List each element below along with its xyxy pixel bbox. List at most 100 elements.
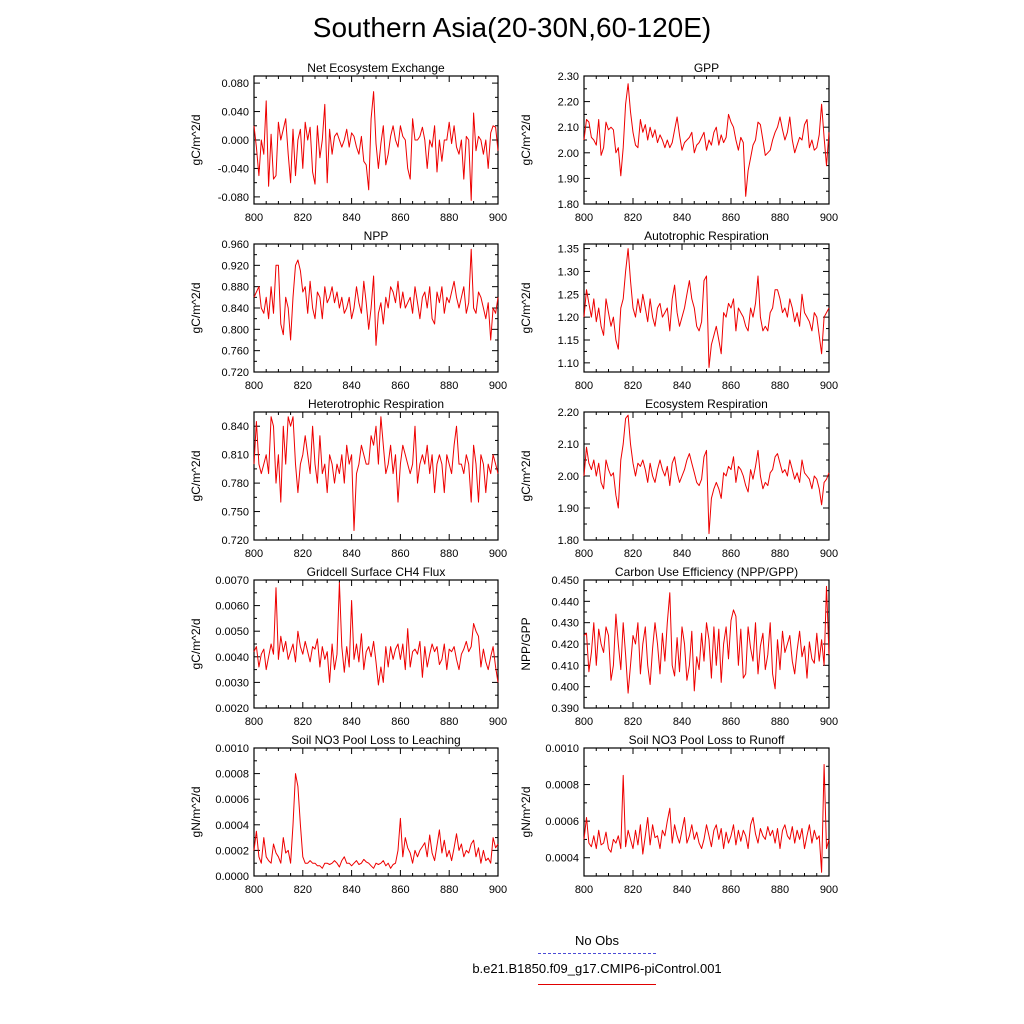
y-tick-label: 0.920 <box>221 260 249 272</box>
x-tick-label: 860 <box>722 716 740 728</box>
x-tick-label: 820 <box>294 716 312 728</box>
y-tick-label: 0.0008 <box>215 769 249 781</box>
x-tick-label: 820 <box>294 380 312 392</box>
y-axis-label: NPP/GPP <box>519 617 533 670</box>
y-tick-label: 0.080 <box>221 78 249 90</box>
y-tick-label: 0.800 <box>221 324 249 336</box>
chart-title: Net Ecosystem Exchange <box>307 61 445 75</box>
series-line <box>583 764 830 873</box>
y-tick-label: 0.960 <box>221 239 249 251</box>
y-tick-label: 1.35 <box>558 244 579 256</box>
y-tick-label: 1.80 <box>558 199 579 211</box>
y-tick-label: 0.0030 <box>215 677 249 689</box>
y-axis-label: gC/m^2/d <box>189 115 203 166</box>
y-tick-label: 0.0050 <box>215 626 249 638</box>
x-tick-label: 880 <box>771 716 789 728</box>
x-tick-label: 880 <box>440 548 458 560</box>
x-tick-label: 820 <box>624 884 642 896</box>
chart-title: Soil NO3 Pool Loss to Runoff <box>629 733 786 747</box>
series-line <box>253 416 499 531</box>
y-tick-label: 2.30 <box>558 71 579 83</box>
series-line <box>583 585 830 694</box>
x-tick-label: 820 <box>624 548 642 560</box>
y-tick-label: 0.0006 <box>545 816 579 828</box>
chart-panel-1: Net Ecosystem Exchange gC/m^2/d 800 820 840 8… <box>189 61 507 224</box>
x-tick-label: 900 <box>489 548 507 560</box>
y-axis-label: gC/m^2/d <box>189 619 203 670</box>
x-tick-label: 840 <box>673 380 691 392</box>
x-tick-label: 800 <box>245 380 263 392</box>
y-axis-label: gC/m^2/d <box>189 283 203 334</box>
x-tick-label: 900 <box>820 716 838 728</box>
x-tick-label: 800 <box>245 884 263 896</box>
y-tick-label: 0.880 <box>221 282 249 294</box>
x-tick-label: 800 <box>575 212 593 224</box>
x-tick-label: 860 <box>722 548 740 560</box>
x-tick-label: 900 <box>820 884 838 896</box>
x-tick-label: 860 <box>391 380 409 392</box>
y-axis-label: gC/m^2/d <box>519 283 533 334</box>
y-tick-label: -0.040 <box>218 163 249 175</box>
x-tick-label: 900 <box>820 548 838 560</box>
x-tick-label: 880 <box>440 884 458 896</box>
chart-panel-4: Autotrophic Respiration gC/m^2/d 800 820 840… <box>519 229 838 392</box>
legend-obs-label: No Obs <box>574 933 620 948</box>
x-tick-label: 840 <box>673 548 691 560</box>
y-tick-label: 0.0002 <box>215 845 249 857</box>
legend-obs-line <box>538 953 656 954</box>
x-tick-label: 840 <box>342 212 360 224</box>
chart-panel-10: Soil NO3 Pool Loss to Runoff gN/m^2/d 800 8… <box>519 733 838 896</box>
x-tick-label: 900 <box>489 884 507 896</box>
chart-title: NPP <box>364 229 389 243</box>
y-tick-label: 1.10 <box>558 358 579 370</box>
x-tick-label: 840 <box>342 884 360 896</box>
series-line <box>253 773 499 869</box>
x-tick-label: 880 <box>771 548 789 560</box>
legend-model-label: b.e21.B1850.f09_g17.CMIP6-piControl.001 <box>472 961 722 976</box>
legend-model-line <box>538 984 656 985</box>
plot-frame <box>253 243 499 373</box>
y-tick-label: 0.420 <box>551 639 579 651</box>
x-tick-label: 800 <box>245 212 263 224</box>
x-tick-label: 860 <box>722 212 740 224</box>
y-axis-label: gC/m^2/d <box>519 451 533 502</box>
y-tick-label: 0.0004 <box>545 853 579 865</box>
series-line <box>253 248 499 346</box>
y-tick-label: 1.90 <box>558 503 579 515</box>
x-tick-label: 820 <box>624 212 642 224</box>
y-tick-label: 2.00 <box>558 471 579 483</box>
y-tick-label: 2.20 <box>558 407 579 419</box>
plot-frame <box>583 579 830 709</box>
chart-title: Heterotrophic Respiration <box>308 397 444 411</box>
x-tick-label: 880 <box>771 212 789 224</box>
y-tick-label: 0.750 <box>221 507 249 519</box>
chart-panel-2: GPP gC/m^2/d 800 820 840 860 880 900 1.80 1.90 2.0… <box>519 61 838 224</box>
y-tick-label: 0.430 <box>551 618 579 630</box>
y-tick-label: 2.10 <box>558 122 579 134</box>
x-tick-label: 880 <box>771 380 789 392</box>
y-tick-label: 0.450 <box>551 575 579 587</box>
x-tick-label: 840 <box>673 716 691 728</box>
y-axis-label: gN/m^2/d <box>189 787 203 838</box>
x-tick-label: 860 <box>391 716 409 728</box>
y-tick-label: 0.0040 <box>215 652 249 664</box>
x-tick-label: 860 <box>391 212 409 224</box>
y-tick-label: 0.0004 <box>215 820 249 832</box>
x-tick-label: 800 <box>245 716 263 728</box>
chart-title: Gridcell Surface CH4 Flux <box>307 565 446 579</box>
y-tick-label: 1.25 <box>558 289 579 301</box>
x-tick-label: 860 <box>391 884 409 896</box>
chart-panel-7: Gridcell Surface CH4 Flux gC/m^2/d 800 820 8… <box>189 565 507 728</box>
y-tick-label: 1.20 <box>558 312 579 324</box>
y-tick-label: 0.720 <box>221 367 249 379</box>
y-tick-label: 0.440 <box>551 596 579 608</box>
y-axis-label: gC/m^2/d <box>189 451 203 502</box>
chart-panel-8: Carbon Use Efficiency (NPP/GPP) NPP/GPP 80… <box>519 565 838 728</box>
x-tick-label: 820 <box>624 380 642 392</box>
y-tick-label: 2.20 <box>558 97 579 109</box>
x-tick-label: 900 <box>820 380 838 392</box>
y-axis-label: gC/m^2/d <box>519 115 533 166</box>
x-tick-label: 880 <box>771 884 789 896</box>
chart-panel-3: NPP gC/m^2/d 800 820 840 860 880 900 0.720 0.760 0… <box>189 229 507 392</box>
